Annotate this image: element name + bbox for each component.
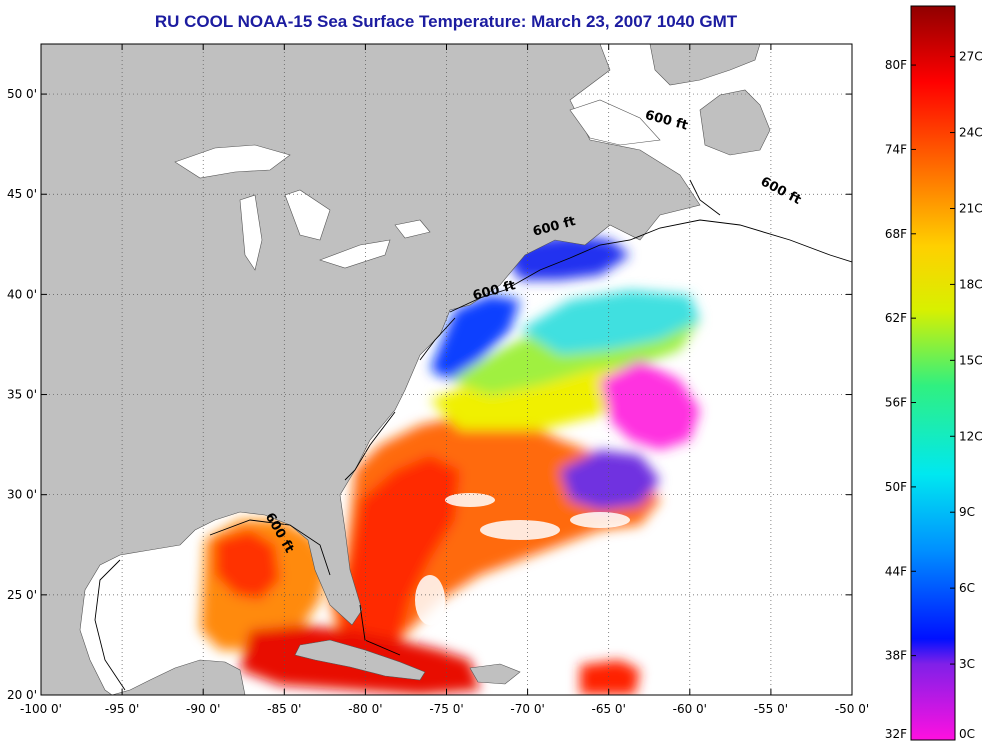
lon-tick-label: -100 0' (20, 702, 62, 716)
map-grid (41, 44, 852, 695)
fahrenheit-tick-label: 50F (885, 480, 907, 494)
fahrenheit-tick-label: 56F (885, 396, 907, 410)
lon-tick-label: -80 0' (348, 702, 382, 716)
lon-tick-label: -55 0' (754, 702, 788, 716)
lat-tick-label: 20 0' (7, 688, 37, 702)
isobath-600ft (94, 179, 852, 691)
lon-tick-label: -95 0' (105, 702, 139, 716)
sst-red-core (340, 455, 460, 660)
celsius-tick-label: 3C (959, 657, 975, 671)
lon-tick-label: -90 0' (186, 702, 220, 716)
cuba-land (294, 639, 426, 681)
celsius-tick-label: 12C (959, 429, 983, 443)
sst-gom-red (215, 530, 280, 600)
lat-tick-label: 40 0' (7, 287, 37, 301)
fahrenheit-tick-label: 32F (885, 727, 907, 741)
lat-tick-label: 50 0' (7, 87, 37, 101)
newfoundland-land (699, 89, 771, 156)
celsius-tick-label: 24C (959, 126, 983, 140)
north-america-land (41, 44, 701, 695)
lon-tick-label: -75 0' (429, 702, 463, 716)
fahrenheit-tick-label: 62F (885, 311, 907, 325)
colorbar-fahrenheit-ticks: 32F 38F 44F 50F 56F 62F 68F 74F 80F (885, 58, 916, 741)
fahrenheit-tick-label: 44F (885, 564, 907, 578)
celsius-tick-label: 9C (959, 505, 975, 519)
lon-tick-label: -65 0' (592, 702, 626, 716)
colorbar-bar (910, 5, 956, 741)
lon-tick-label: -85 0' (267, 702, 301, 716)
sst-data-layer (200, 235, 700, 695)
celsius-tick-label: 6C (959, 581, 975, 595)
sst-magenta-cold (600, 360, 700, 450)
celsius-tick-label: 21C (959, 201, 983, 215)
labrador-land (649, 44, 761, 86)
fahrenheit-tick-label: 80F (885, 58, 907, 72)
lat-tick-label: 45 0' (7, 187, 37, 201)
yucatan-land (111, 659, 246, 695)
sst-yellow-band (430, 350, 650, 430)
colorbar-celsius-ticks: 0C 3C 6C 9C 12C 15C 18C 21C 24C 27C (950, 50, 983, 741)
hispaniola-land (469, 663, 521, 685)
sst-blue-nearshore (430, 295, 520, 380)
colorbar: 32F 38F 44F 50F 56F 62F 68F 74F 80F 0C 3C 6C 9C 12C 1… (885, 5, 983, 741)
lat-tick-label: 25 0' (7, 588, 37, 602)
latitude-ticks: 20 0' 25 0' 30 0' 35 0' 40 0' 45 0' 50 0' (7, 87, 852, 702)
great-lakes (174, 99, 661, 271)
lat-tick-label: 30 0' (7, 488, 37, 502)
sst-cyan-band (520, 290, 700, 355)
celsius-tick-label: 15C (959, 353, 983, 367)
sst-caribbean-south (580, 660, 640, 695)
fahrenheit-tick-label: 74F (885, 142, 907, 156)
fahrenheit-tick-label: 38F (885, 649, 907, 663)
cloud-mask (415, 493, 670, 625)
celsius-tick-label: 0C (959, 727, 975, 741)
lat-tick-label: 35 0' (7, 388, 37, 402)
landmass-layer (41, 44, 771, 695)
longitude-ticks: -100 0' -95 0' -90 0' -85 0' -80 0' -75 0' -70… (20, 44, 869, 716)
lon-tick-label: -60 0' (673, 702, 707, 716)
lon-tick-label: -50 0' (835, 702, 869, 716)
celsius-tick-label: 18C (959, 277, 983, 291)
celsius-tick-label: 27C (959, 50, 983, 64)
fahrenheit-tick-label: 68F (885, 227, 907, 241)
lon-tick-label: -70 0' (510, 702, 544, 716)
map-title: RU COOL NOAA-15 Sea Surface Temperature:… (154, 12, 738, 31)
